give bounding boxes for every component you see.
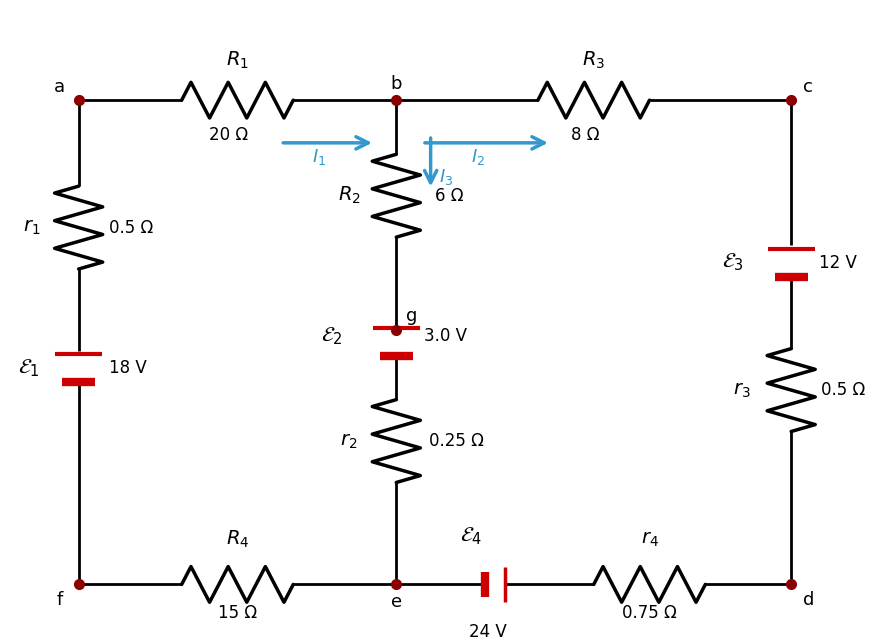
Text: $R_4$: $R_4$ (226, 529, 249, 551)
Text: c: c (803, 79, 813, 97)
Text: 0.25 Ω: 0.25 Ω (429, 432, 484, 450)
Text: 0.5 Ω: 0.5 Ω (822, 381, 865, 399)
Text: $I_3$: $I_3$ (439, 167, 453, 187)
Text: $R_2$: $R_2$ (338, 185, 360, 206)
Text: b: b (390, 75, 402, 93)
Text: $R_1$: $R_1$ (226, 50, 248, 71)
Text: $I_2$: $I_2$ (471, 147, 485, 167)
Text: $r_4$: $r_4$ (640, 530, 659, 549)
Text: 24 V: 24 V (469, 623, 507, 641)
Text: 20 Ω: 20 Ω (209, 126, 248, 144)
Text: 12 V: 12 V (819, 254, 857, 272)
Text: $I_1$: $I_1$ (312, 147, 326, 167)
Text: d: d (802, 591, 814, 609)
Text: 0.75 Ω: 0.75 Ω (622, 604, 677, 622)
Text: $\mathcal{E}_1$: $\mathcal{E}_1$ (18, 357, 39, 379)
Text: 3.0 V: 3.0 V (424, 327, 466, 345)
Text: $\mathcal{E}_3$: $\mathcal{E}_3$ (722, 252, 744, 274)
Text: f: f (57, 591, 63, 609)
Text: 6 Ω: 6 Ω (435, 187, 464, 205)
Text: $R_3$: $R_3$ (582, 50, 605, 71)
Text: $r_3$: $r_3$ (732, 381, 750, 399)
Text: 18 V: 18 V (108, 359, 146, 377)
Text: g: g (406, 307, 417, 325)
Text: 0.5 Ω: 0.5 Ω (108, 218, 153, 236)
Text: 15 Ω: 15 Ω (218, 604, 257, 622)
Text: a: a (54, 79, 66, 97)
Text: $r_1$: $r_1$ (23, 218, 40, 237)
Text: $\mathcal{E}_2$: $\mathcal{E}_2$ (321, 325, 343, 346)
Text: 8 Ω: 8 Ω (570, 126, 599, 144)
Text: $r_2$: $r_2$ (340, 431, 358, 451)
Text: $\mathcal{E}_4$: $\mathcal{E}_4$ (460, 526, 482, 547)
Text: e: e (391, 593, 402, 611)
